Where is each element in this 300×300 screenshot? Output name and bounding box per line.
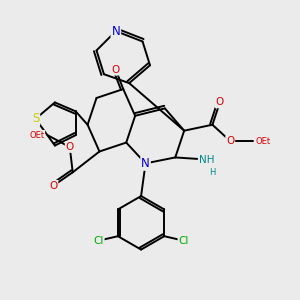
- Text: O: O: [112, 65, 120, 75]
- Text: O: O: [226, 136, 234, 146]
- Text: N: N: [141, 157, 150, 170]
- Text: O: O: [49, 181, 58, 191]
- Text: O: O: [216, 98, 224, 107]
- Text: H: H: [209, 168, 216, 177]
- Text: Cl: Cl: [93, 236, 104, 246]
- Text: O: O: [66, 142, 74, 152]
- Text: NH: NH: [199, 155, 214, 165]
- Text: N: N: [111, 25, 120, 38]
- Text: Cl: Cl: [178, 236, 189, 246]
- Text: OEt: OEt: [256, 136, 271, 146]
- Text: S: S: [32, 112, 39, 125]
- Text: OEt: OEt: [29, 130, 44, 140]
